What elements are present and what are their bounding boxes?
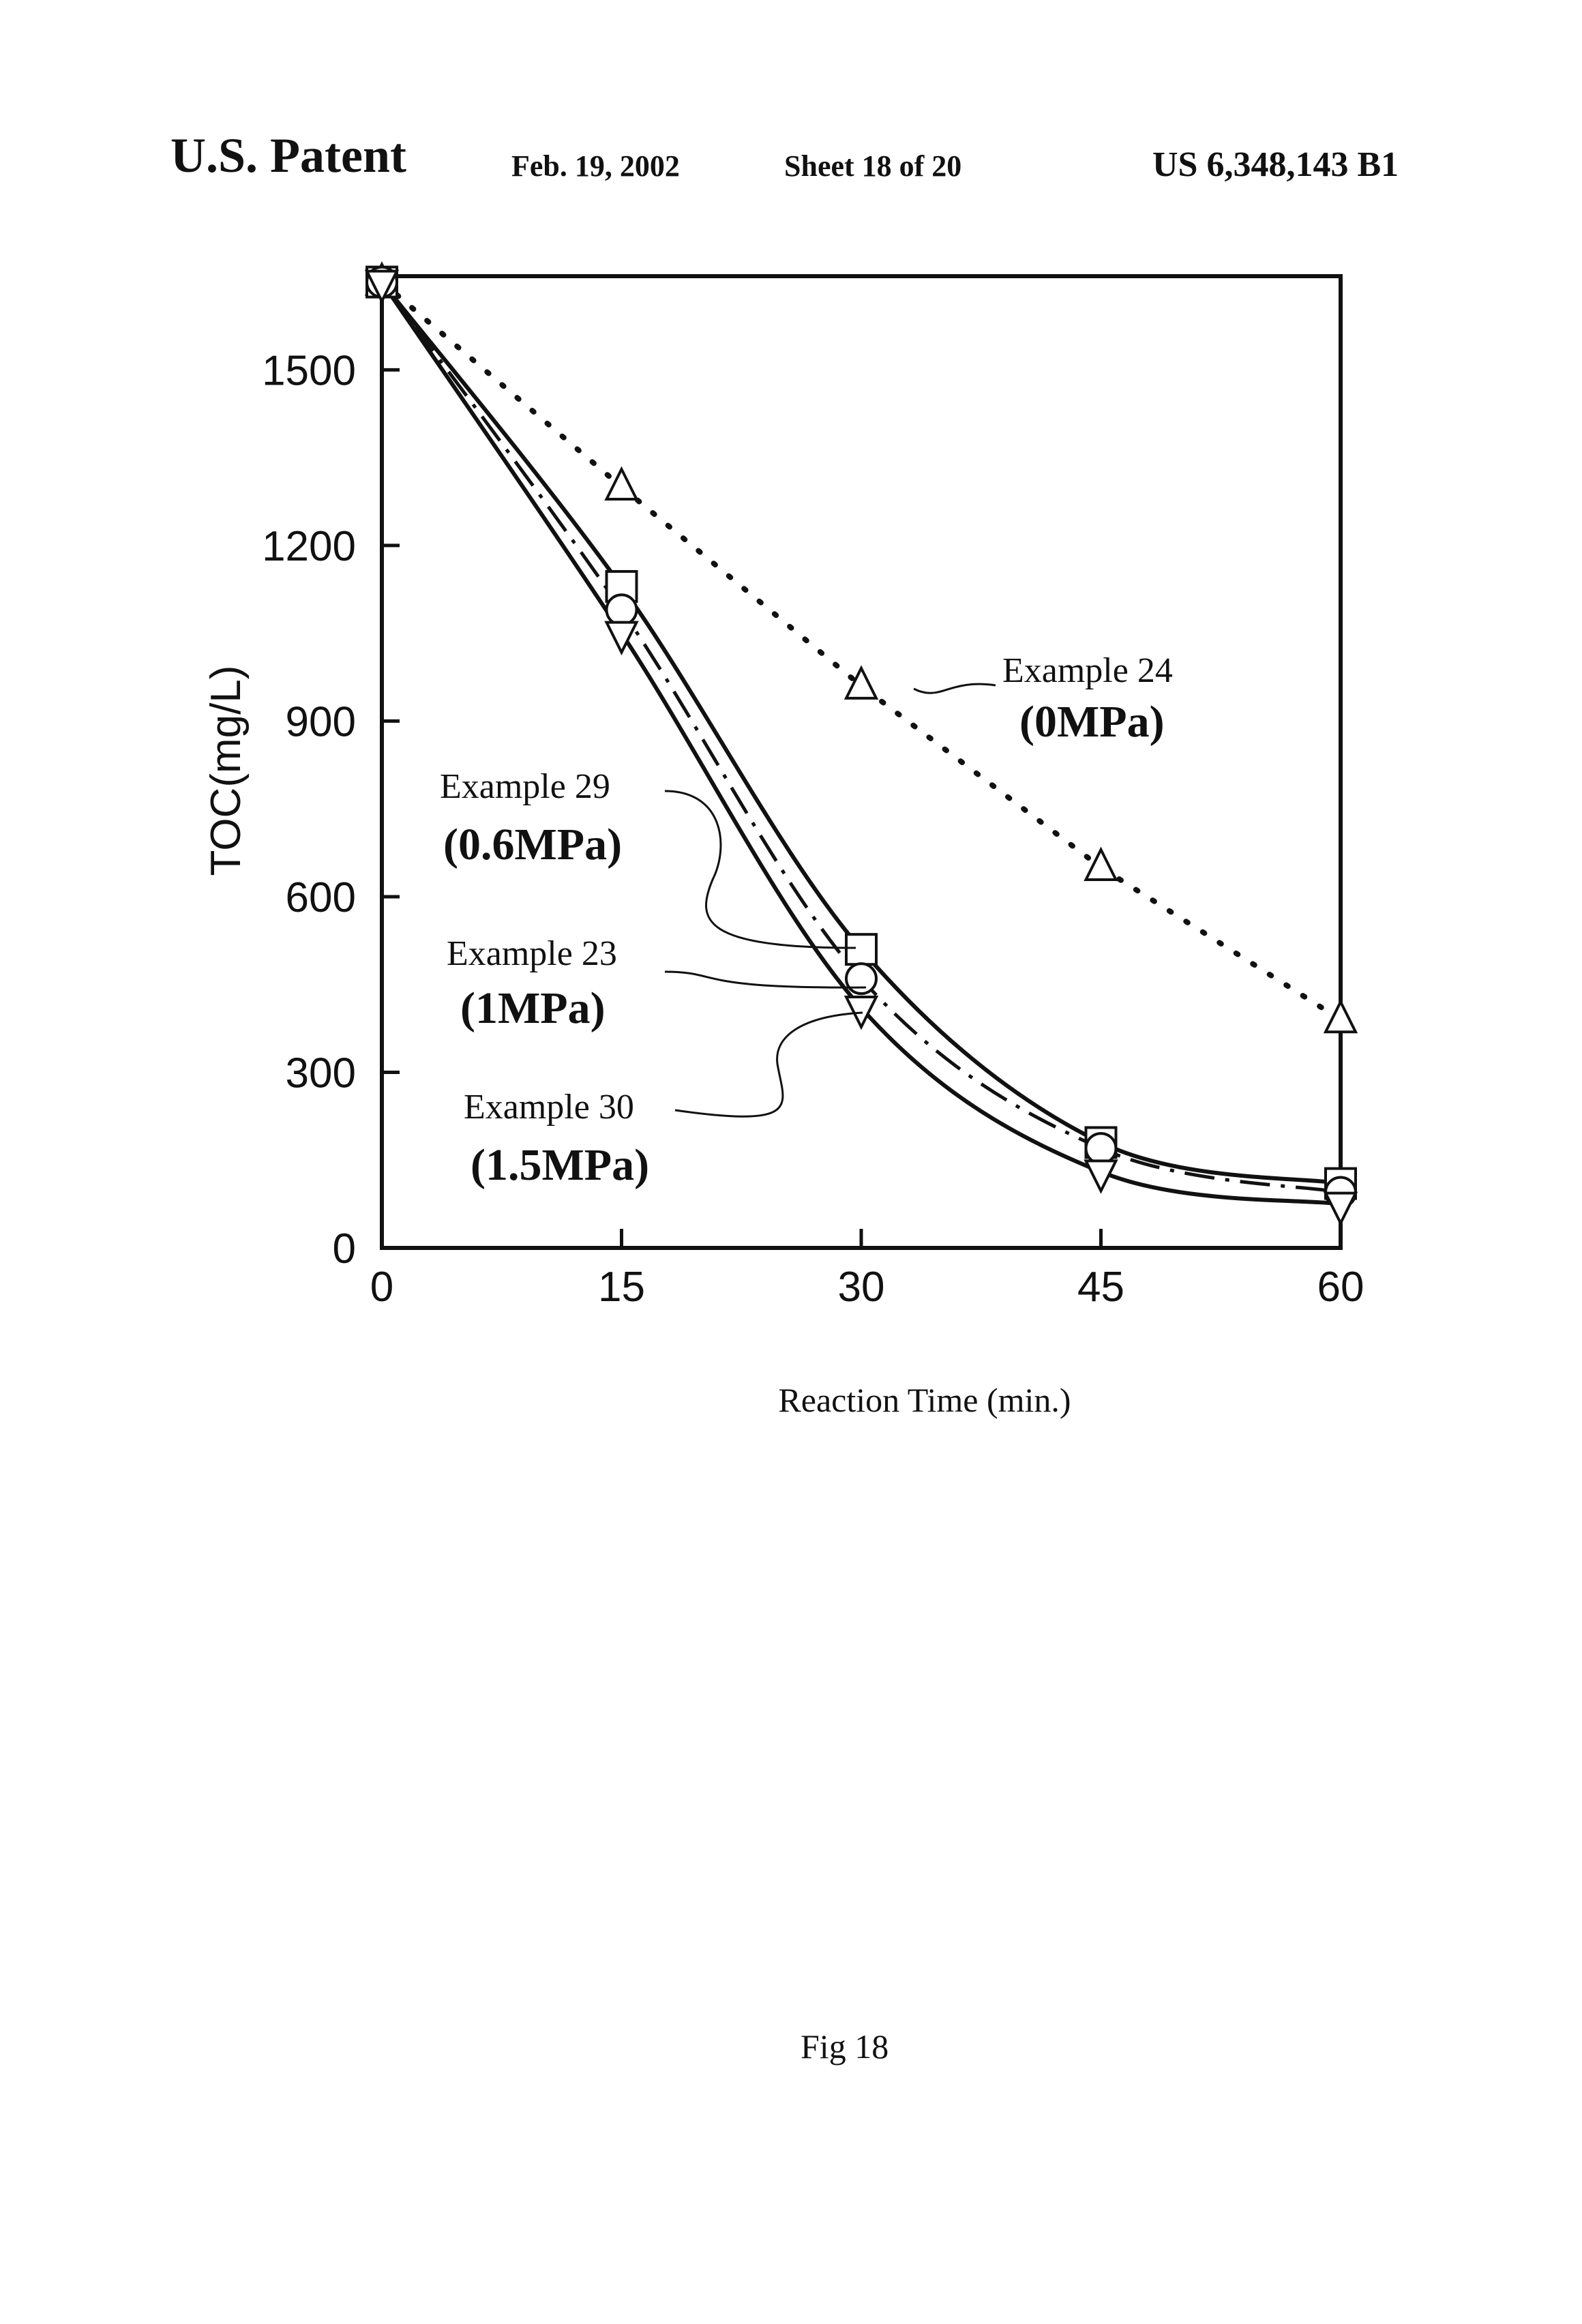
y-tick-label: 1200 [262, 523, 356, 570]
series-line-example-23 [382, 282, 1341, 1193]
y-tick-label: 900 [286, 698, 356, 745]
y-tick-label: 1500 [262, 347, 356, 394]
data-point-example-29 [846, 934, 876, 964]
series-label-example-23: Example 23 [447, 934, 617, 973]
x-axis-label: Reaction Time (min.) [778, 1381, 1071, 1419]
y-tick-label: 0 [333, 1225, 356, 1272]
x-tick-label: 0 [370, 1264, 393, 1311]
data-point-example-30 [1326, 1193, 1356, 1223]
data-point-example-23 [607, 595, 637, 625]
data-point-example-24 [846, 668, 876, 698]
x-tick-label: 30 [838, 1264, 885, 1311]
data-point-example-24 [607, 469, 637, 499]
data-point-example-24 [1086, 850, 1116, 880]
x-tick-label: 15 [598, 1264, 645, 1311]
series-line-example-29 [382, 282, 1341, 1184]
series-lines [382, 282, 1341, 1204]
series-pressure-example-30: (1.5MPa) [471, 1140, 649, 1190]
series-line-example-24 [382, 282, 1341, 1020]
leader-line-example-29 [665, 791, 856, 948]
y-axis-label: TOC(mg/L) [203, 666, 250, 876]
x-tick-label: 60 [1317, 1264, 1364, 1311]
series-label-example-29: Example 29 [440, 767, 610, 806]
series-markers [367, 265, 1356, 1223]
leader-line-example-24 [914, 684, 996, 693]
series-labels: Example 24 (0MPa) Example 29 (0.6MPa) Exampl… [440, 651, 1173, 1190]
series-label-example-30: Example 30 [464, 1088, 634, 1127]
x-tick-label: 45 [1077, 1264, 1124, 1311]
y-tick-label: 300 [286, 1049, 356, 1097]
axis-ticks: 015304560030060090012001500 [262, 347, 1364, 1311]
series-label-example-24: Example 24 [1002, 651, 1173, 690]
data-point-example-23 [846, 964, 876, 994]
series-line-example-30 [382, 282, 1341, 1204]
leader-line-example-30 [675, 1013, 863, 1116]
series-pressure-example-24: (0MPa) [1019, 697, 1165, 747]
y-tick-label: 600 [286, 874, 356, 921]
series-pressure-example-29: (0.6MPa) [443, 820, 622, 869]
data-point-example-23 [1086, 1133, 1116, 1163]
figure-label: Fig 18 [801, 2027, 889, 2066]
data-point-example-24 [1326, 1002, 1356, 1032]
series-pressure-example-23: (1MPa) [460, 983, 606, 1033]
